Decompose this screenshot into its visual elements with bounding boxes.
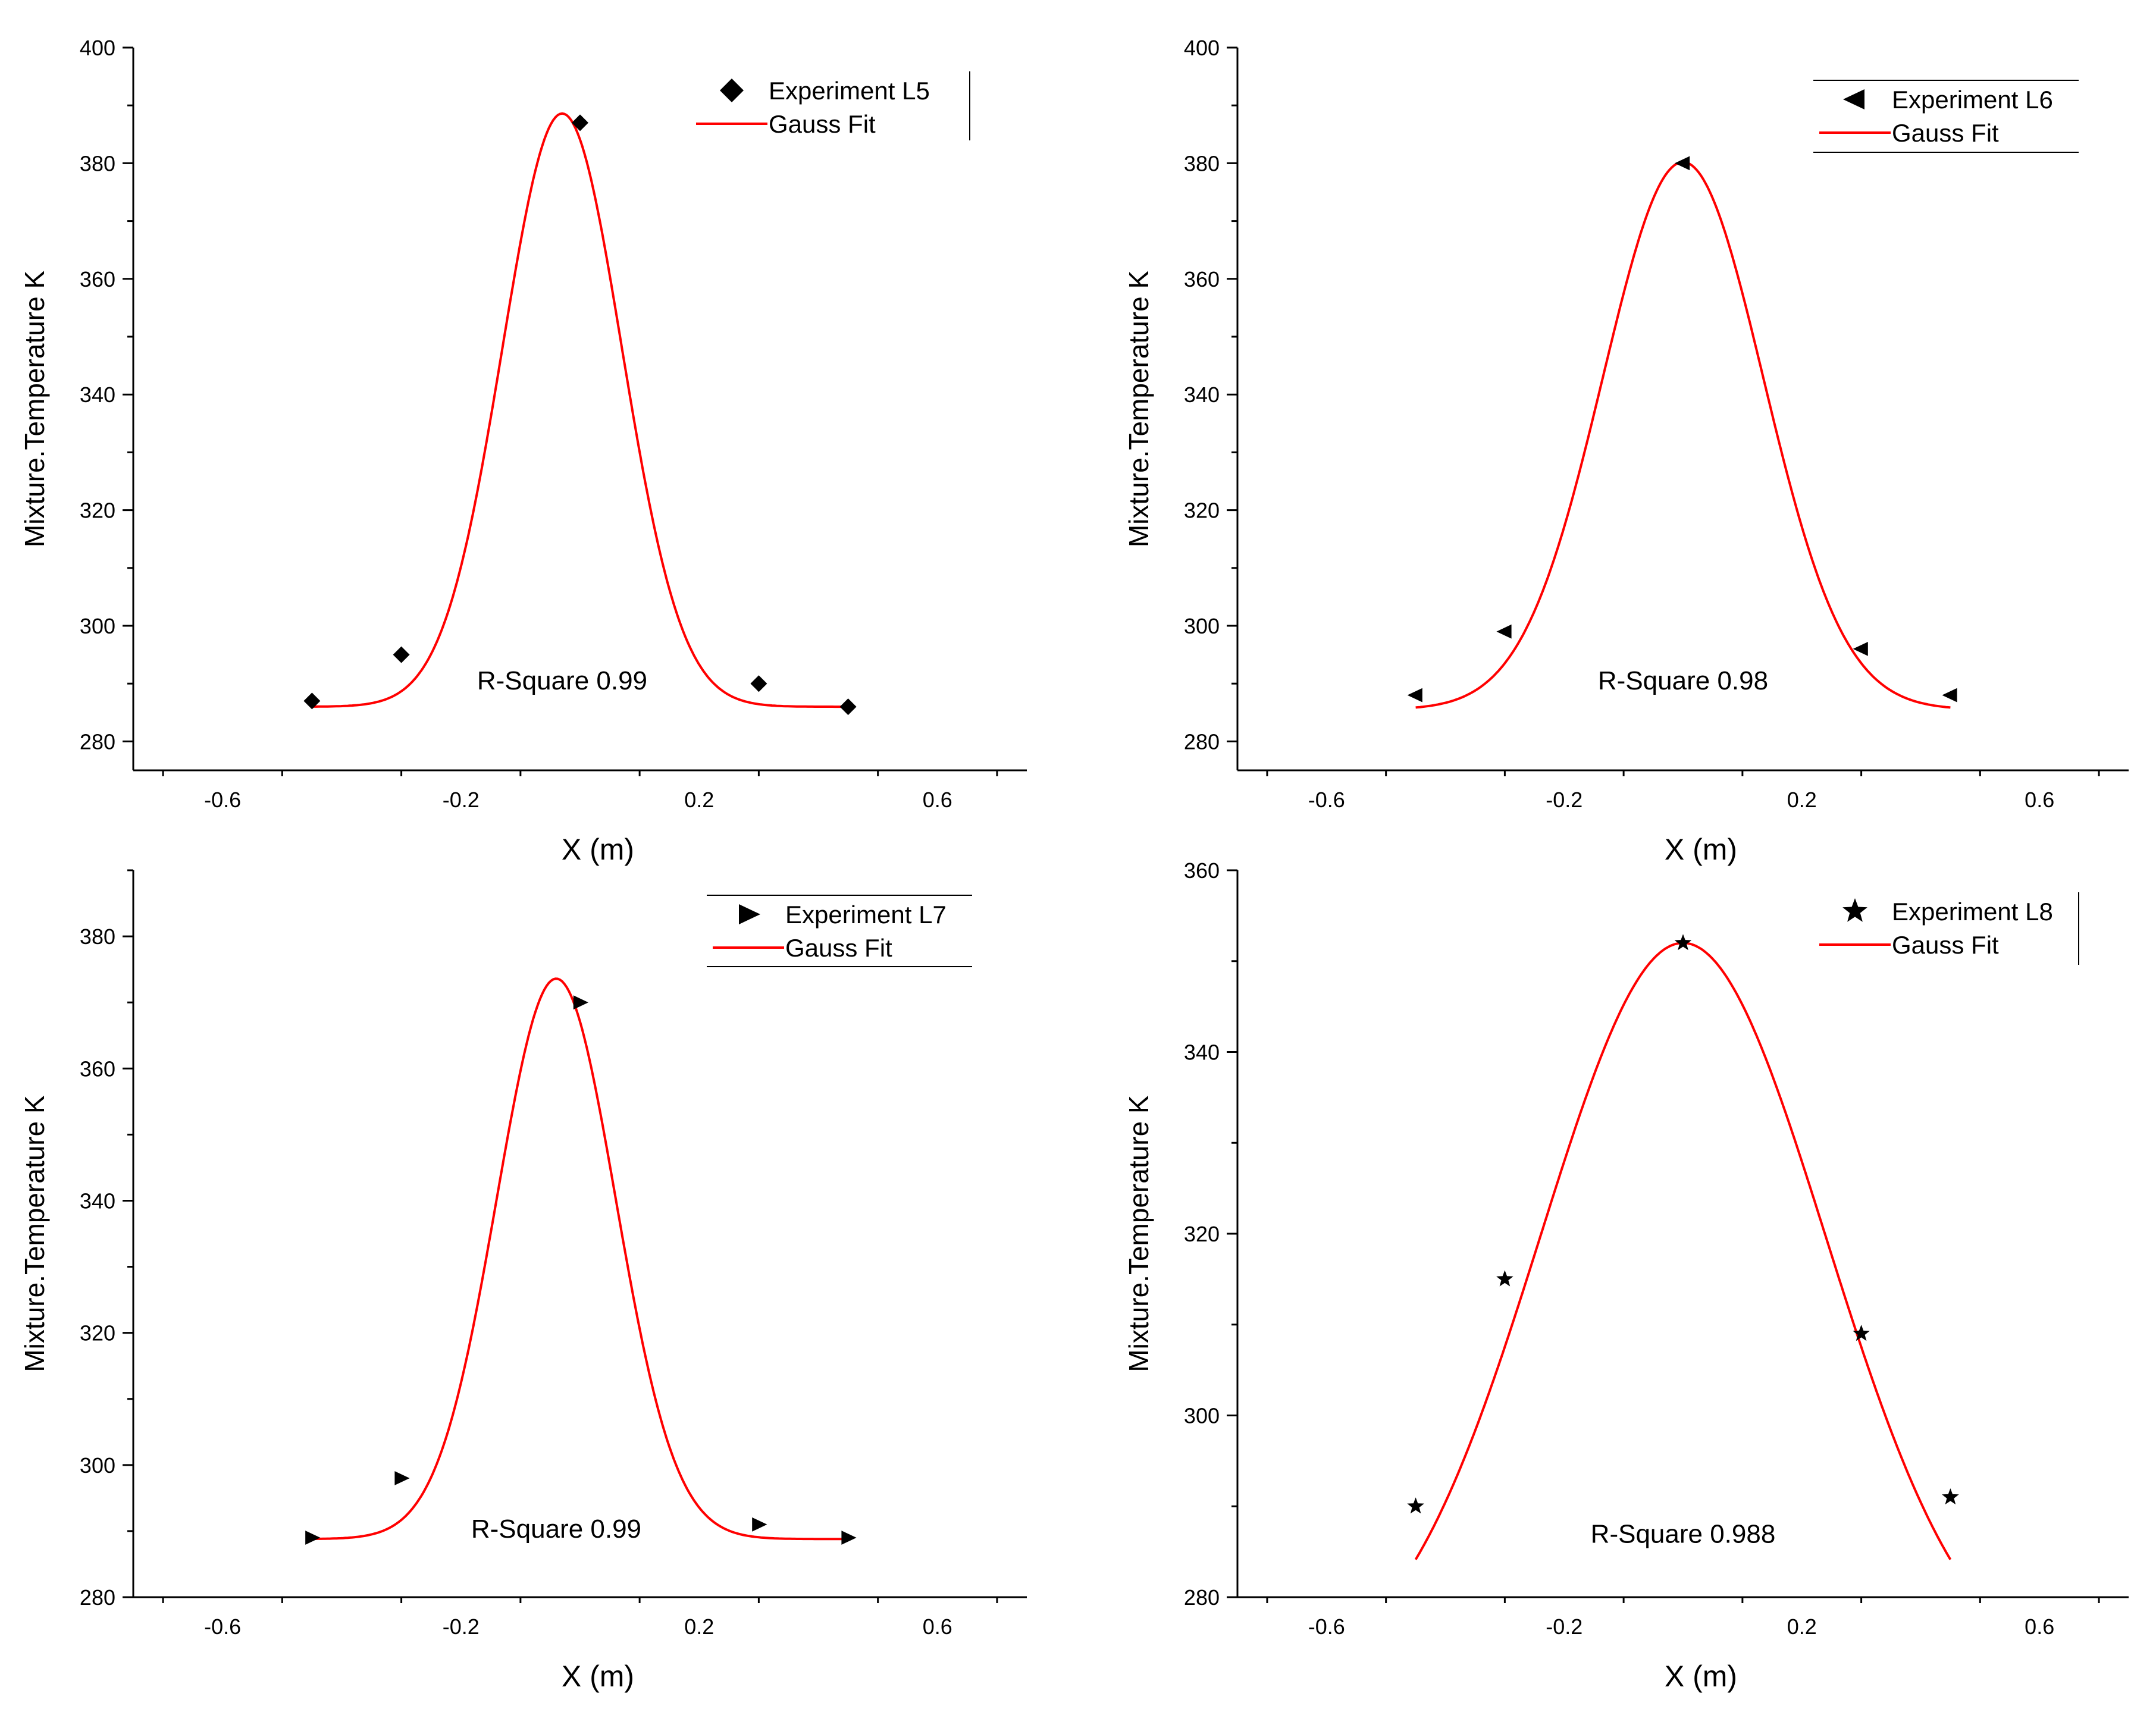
r-square-annotation: R-Square 0.98	[1598, 666, 1768, 695]
x-axis-title: X (m)	[562, 833, 634, 866]
data-point	[305, 1531, 321, 1545]
y-tick-label: 320	[80, 498, 115, 523]
data-point	[750, 675, 767, 692]
x-tick-label: 0.6	[2025, 1614, 2054, 1639]
data-point	[573, 995, 588, 1010]
y-axis-title: Mixture.Temperature K	[19, 271, 50, 548]
legend-label-experiment: Experiment L8	[1892, 898, 2053, 926]
data-point	[394, 1471, 410, 1485]
x-axis-title: X (m)	[1665, 833, 1737, 866]
chart-panel-l5: 280 300 320 340 360 380 400 -0.6 -0.2 0.2 0.6 X (m)…	[19, 36, 1027, 866]
y-tick-label: 360	[80, 267, 115, 291]
y-tick-label: 380	[80, 924, 115, 949]
data-point	[1496, 1270, 1513, 1287]
y-tick-label: 280	[1184, 1585, 1220, 1610]
y-tick-label: 360	[1184, 267, 1220, 291]
legend-marker-icon	[739, 904, 760, 924]
y-tick-label: 400	[80, 36, 115, 60]
y-tick-label: 320	[1184, 1222, 1220, 1246]
data-point	[1407, 1497, 1424, 1514]
y-tick-label: 320	[1184, 498, 1220, 523]
data-point	[1942, 688, 1957, 703]
y-axis-title: Mixture.Temperature K	[1123, 271, 1154, 548]
y-tick-label: 340	[1184, 1040, 1220, 1065]
y-tick-label: 280	[80, 1585, 115, 1610]
gauss-fit-line	[1415, 161, 1951, 709]
gauss-fit-line	[312, 112, 848, 708]
x-tick-label: 0.2	[684, 788, 714, 812]
legend-label-experiment: Experiment L6	[1892, 86, 2053, 114]
data-point	[841, 1531, 857, 1545]
legend-label-fit: Gauss Fit	[769, 110, 876, 138]
y-tick-label: 280	[80, 729, 115, 754]
y-axis-title: Mixture.Temperature K	[19, 1095, 50, 1372]
y-tick-label: 300	[1184, 614, 1220, 638]
y-tick-label: 380	[1184, 151, 1220, 175]
legend-label-experiment: Experiment L7	[785, 901, 947, 929]
legend: Experiment L8 Gauss Fit	[1819, 892, 2079, 965]
r-square-annotation: R-Square 0.988	[1591, 1519, 1776, 1548]
y-tick-label: 340	[80, 1189, 115, 1213]
legend: Experiment L6 Gauss Fit	[1813, 80, 2079, 153]
legend-label-fit: Gauss Fit	[785, 934, 892, 962]
legend-label-fit: Gauss Fit	[1892, 931, 1999, 959]
y-tick-label: 300	[1184, 1404, 1220, 1428]
data-point	[1942, 1488, 1959, 1505]
x-tick-label: 0.6	[923, 788, 952, 812]
y-tick-label: 300	[80, 614, 115, 638]
y-axis-title: Mixture.Temperature K	[1123, 1095, 1154, 1372]
gauss-fit-line	[312, 977, 848, 1541]
y-tick-label: 340	[1184, 382, 1220, 407]
x-tick-label: 0.6	[923, 1614, 952, 1639]
legend-label-experiment: Experiment L5	[769, 77, 930, 105]
x-tick-label: -0.2	[443, 1614, 480, 1639]
data-point	[752, 1517, 767, 1532]
y-tick-label: 360	[1184, 858, 1220, 883]
x-tick-label: 0.2	[684, 1614, 714, 1639]
x-tick-label: -0.6	[204, 1614, 241, 1639]
y-tick-label: 320	[80, 1321, 115, 1346]
chart-panel-l6: 280 300 320 340 360 380 400 -0.6 -0.2 0.2 0.6 X (m)…	[1123, 36, 2129, 866]
data-point	[1675, 156, 1690, 171]
legend-marker-icon	[1843, 89, 1864, 109]
y-tick-label: 360	[80, 1056, 115, 1081]
x-tick-label: -0.6	[204, 788, 241, 812]
data-point	[393, 646, 410, 663]
x-tick-label: 0.6	[2025, 788, 2054, 812]
legend-marker-icon	[1842, 898, 1867, 922]
data-point	[303, 692, 321, 710]
x-tick-label: -0.6	[1308, 1614, 1345, 1639]
y-tick-label: 400	[1184, 36, 1220, 60]
x-tick-label: -0.2	[1546, 788, 1582, 812]
legend-marker-icon	[720, 79, 744, 102]
r-square-annotation: R-Square 0.99	[471, 1514, 641, 1544]
data-point	[1496, 624, 1512, 639]
x-tick-label: -0.6	[1308, 788, 1345, 812]
legend: Experiment L5 Gauss Fit	[696, 71, 970, 140]
legend-label-fit: Gauss Fit	[1892, 119, 1999, 147]
chart-panel-l7: 280 300 320 340 360 380 -0.6 -0.2 0.2 0.6 X (m) Mix…	[19, 869, 1027, 1693]
data-point	[1853, 642, 1868, 656]
y-tick-label: 380	[80, 151, 115, 175]
y-tick-label: 300	[80, 1453, 115, 1478]
r-square-annotation: R-Square 0.99	[477, 666, 647, 695]
x-tick-label: -0.2	[443, 788, 480, 812]
data-point	[1853, 1325, 1870, 1341]
y-tick-label: 280	[1184, 729, 1220, 754]
chart-panel-l8: 280 300 320 340 360 -0.6 -0.2 0.2 0.6 X (m) Mixtur…	[1123, 858, 2129, 1693]
data-point	[572, 114, 588, 131]
data-point	[839, 698, 857, 716]
legend: Experiment L7 Gauss Fit	[707, 895, 972, 967]
data-point	[1407, 688, 1422, 703]
x-tick-label: -0.2	[1546, 1614, 1582, 1639]
x-tick-label: 0.2	[1787, 1614, 1817, 1639]
data-point	[1674, 934, 1692, 951]
y-tick-label: 340	[80, 382, 115, 407]
x-axis-title: X (m)	[1665, 1660, 1737, 1693]
x-axis-title: X (m)	[562, 1660, 634, 1693]
x-tick-label: 0.2	[1787, 788, 1817, 812]
gauss-fit-line	[1414, 942, 1952, 1560]
